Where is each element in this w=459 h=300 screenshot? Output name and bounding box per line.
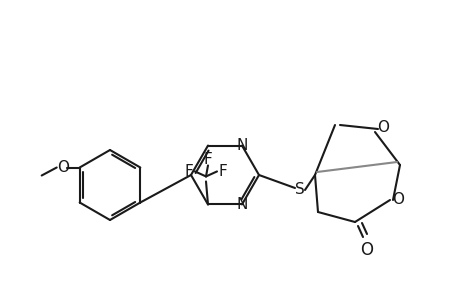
Text: N: N xyxy=(236,138,247,153)
Text: F: F xyxy=(203,152,212,167)
Text: F: F xyxy=(218,164,227,179)
Text: O: O xyxy=(360,241,373,259)
Text: N: N xyxy=(236,197,247,212)
Text: O: O xyxy=(56,160,68,175)
Text: F: F xyxy=(184,164,193,179)
Text: S: S xyxy=(295,182,304,197)
Text: O: O xyxy=(376,119,388,134)
Text: O: O xyxy=(391,193,403,208)
